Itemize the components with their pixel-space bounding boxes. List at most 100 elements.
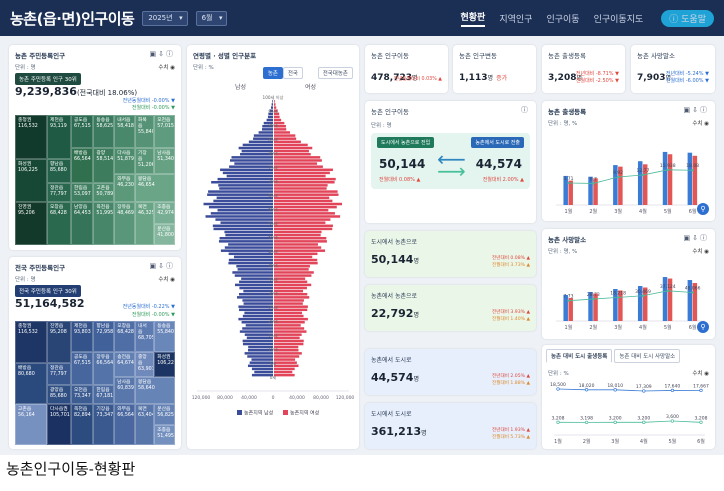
treemap-cell[interactable]: 옥천읍 82,894 [71, 404, 94, 445]
treemap-cell[interactable]: 오창읍 68,428 [114, 321, 135, 352]
deaths-sum-toggle[interactable]: 수치 ◉ [692, 249, 709, 255]
treemap-cell[interactable]: 기장읍 73,347 [93, 404, 115, 445]
x-tick: 1월 [565, 324, 573, 331]
treemap-cell[interactable]: 배방읍 66,564 [71, 147, 94, 183]
treemap-cell[interactable]: 송전읍 64,674 [114, 352, 135, 377]
treemap-cell[interactable]: 광양 58,514 [93, 147, 115, 183]
treemap-cell[interactable]: 동송읍 55,840 [154, 321, 175, 352]
treemap-cell[interactable]: 장유읍 48,469 [114, 202, 135, 245]
female-bar [274, 184, 328, 187]
treemap-cell[interactable]: 남사읍 60,839 [114, 376, 135, 405]
treemap-cell[interactable]: 기장읍 51,206 [135, 147, 155, 174]
treemap-cell[interactable]: 충청권 116,532 [15, 321, 47, 364]
age-tick: 65세 [268, 192, 277, 199]
treemap-cell[interactable]: 문산읍 56,825 [154, 404, 175, 426]
female-bar [274, 311, 303, 315]
treemap-cell[interactable]: 북면 46,325 [135, 202, 155, 245]
treemap-cell[interactable]: 공도읍 67,515 [71, 352, 94, 386]
treemap-cell[interactable]: 한림읍 67,181 [93, 385, 115, 405]
national-pop-sum-toggle[interactable]: 수치 ◉ [158, 277, 175, 283]
save-icon[interactable]: ▣ [149, 50, 159, 58]
age-tick: 100세 이상 [263, 94, 284, 101]
info-icon[interactable]: ⓘ [700, 234, 709, 242]
female-bar [274, 199, 333, 203]
rural-pop-sum-toggle[interactable]: 수치 ◉ [158, 65, 175, 71]
treemap-cell[interactable]: 향남읍 85,680 [47, 159, 71, 183]
info-icon[interactable]: ⓘ [521, 106, 530, 114]
pyramid-btn-compare[interactable]: 전국대농촌 [317, 67, 353, 79]
ratio-sum-toggle[interactable]: 수치 ◉ [692, 371, 709, 377]
treemap-cell[interactable]: 와부읍 66,564 [114, 404, 135, 445]
treemap-cell[interactable]: 다사읍권 105,701 [47, 404, 71, 445]
bar [593, 178, 598, 205]
treemap-cell[interactable]: 오창읍 68,428 [47, 202, 71, 245]
treemap-cell[interactable]: 진영권 95,206 [15, 202, 47, 245]
save-icon[interactable]: ▣ [149, 262, 159, 270]
help-button[interactable]: ⓘ 도움말 [661, 9, 714, 27]
treemap-cell[interactable]: 오천읍 73,347 [71, 385, 94, 405]
treemap-cell[interactable]: 진영읍 95,208 [47, 321, 71, 364]
zoom-icon[interactable]: ⚲ [697, 203, 709, 215]
treemap-cell[interactable]: 내서읍 58,418 [114, 115, 135, 148]
treemap-cell[interactable]: 동송읍 58,625 [93, 115, 115, 148]
nav-migration-map[interactable]: 인구이동지도 [593, 14, 644, 25]
treemap-cell[interactable]: 제천읍 93,119 [47, 115, 71, 160]
female-bar [274, 349, 299, 352]
month-select[interactable]: 6월 [195, 10, 228, 26]
tab-birth-ratio[interactable]: 농촌 대비 도시 출생등록 [546, 349, 613, 363]
treemap-cell[interactable]: 봉담읍 46,654 [135, 173, 175, 203]
treemap-cell[interactable]: 조종읍 42,974 [154, 202, 175, 225]
treemap-cell[interactable]: 한림읍 53,097 [71, 182, 94, 203]
treemap-cell[interactable]: 제천읍 93,803 [71, 321, 94, 352]
treemap-cell[interactable]: 문산읍 41,800 [154, 224, 175, 245]
pyramid-btn-national[interactable]: 전국 [282, 67, 303, 79]
year-select[interactable]: 2025년 [142, 10, 188, 26]
treemap-cell[interactable]: 와부읍 46,230 [114, 173, 135, 203]
treemap-cell[interactable]: 고촌읍 50,789 [93, 182, 115, 203]
treemap-cell[interactable]: 장유읍 66,564 [93, 352, 115, 386]
treemap-cell[interactable]: 충청권 116,532 [15, 115, 47, 160]
nav-dashboard[interactable]: 현황판 [460, 10, 486, 27]
treemap-cell[interactable]: 오천읍 57,015 [154, 115, 175, 148]
treemap-cell[interactable]: 다사읍 51,879 [114, 147, 135, 174]
female-bar [274, 115, 280, 119]
info-icon[interactable]: ⓘ [700, 106, 709, 114]
download-icon[interactable]: ⇩ [158, 50, 166, 58]
treemap-cell[interactable]: 향남읍 72,958 [93, 321, 115, 352]
nav-regional-pop[interactable]: 지역인구 [499, 14, 533, 25]
treemap-cell[interactable]: 조종읍 51,495 [154, 425, 175, 445]
treemap-cell[interactable]: 내서읍 68,705 [135, 321, 155, 352]
nav-migration[interactable]: 인구이동 [546, 14, 580, 25]
treemap-cell[interactable]: 중앙읍 63,901 [135, 352, 155, 377]
female-bar [274, 302, 303, 305]
treemap-cell[interactable]: 고촌읍 56,164 [15, 404, 47, 445]
treemap-cell[interactable]: 공도읍 67,515 [71, 115, 94, 148]
female-bar [274, 190, 338, 193]
data-label: 37.124 [660, 284, 676, 290]
treemap-cell[interactable]: 남양읍 64,453 [71, 202, 94, 245]
births-sum-toggle[interactable]: 수치 ◉ [692, 121, 709, 127]
treemap-cell[interactable]: 옥천읍 51,995 [93, 202, 115, 245]
x-tick: 6월 [697, 438, 705, 445]
info-icon[interactable]: ⓘ [166, 50, 175, 58]
pyramid-btn-rural[interactable]: 농촌 [262, 67, 283, 79]
tab-death-ratio[interactable]: 농촌 대비 도시 사망말소 [614, 349, 681, 363]
treemap-cell[interactable]: 봉담읍 58,640 [135, 376, 175, 405]
download-icon[interactable]: ⇩ [692, 234, 700, 242]
download-icon[interactable]: ⇩ [692, 106, 700, 114]
save-icon[interactable]: ▣ [683, 234, 693, 242]
save-icon[interactable]: ▣ [683, 106, 693, 114]
treemap-cell[interactable]: 북면 63,404 [135, 404, 155, 445]
zoom-icon[interactable]: ⚲ [697, 321, 709, 333]
trend-point [616, 175, 620, 179]
treemap-cell[interactable]: 화북읍 55,840 [135, 115, 155, 148]
info-icon[interactable]: ⓘ [166, 262, 175, 270]
treemap-cell[interactable]: 정관읍 77,797 [47, 182, 71, 203]
treemap-cell[interactable]: 남사읍 51,340 [154, 147, 175, 174]
download-icon[interactable]: ⇩ [158, 262, 166, 270]
treemap-cell[interactable]: 광양읍 85,680 [47, 385, 71, 405]
treemap-cell[interactable]: 배방읍 80,680 [15, 363, 47, 405]
treemap-cell[interactable]: 정관읍 77,797 [47, 363, 71, 386]
